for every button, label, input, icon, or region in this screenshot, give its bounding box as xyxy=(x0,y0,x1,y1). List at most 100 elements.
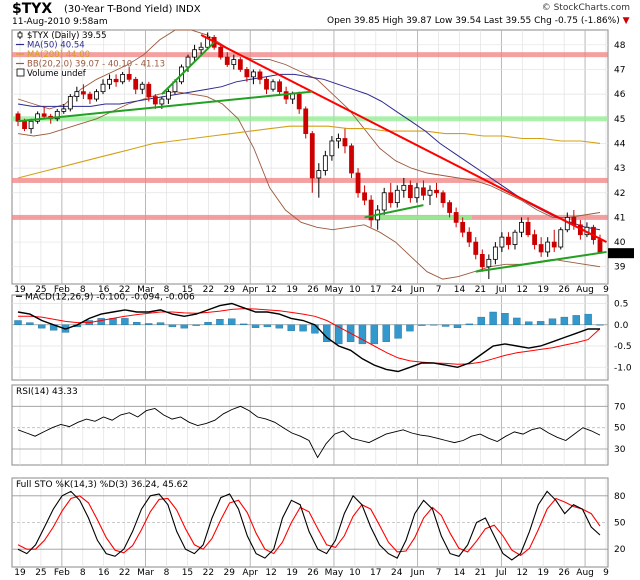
ma50-legend: MA(50) 40.54 xyxy=(27,41,85,51)
candle-body xyxy=(94,91,99,100)
candle-body xyxy=(512,231,518,245)
panel-frame-macd xyxy=(11,294,609,381)
candle-body xyxy=(290,93,296,100)
ticker-symbol: $TYX xyxy=(12,1,53,17)
price-legend-swatch-body xyxy=(17,32,23,38)
macd-histogram-bar xyxy=(311,324,319,334)
macd-histogram-bar xyxy=(216,319,224,325)
x-tick-label: Aug xyxy=(576,285,594,295)
candle-body xyxy=(126,73,132,80)
macd-histogram-bar xyxy=(239,323,248,325)
candle-body xyxy=(506,236,511,245)
macd-histogram-bar xyxy=(334,324,343,345)
macd-histogram-bar xyxy=(465,323,474,325)
candle-body xyxy=(460,221,466,233)
quote-line: Open 39.85 High 39.87 Low 39.54 Last 39.… xyxy=(327,16,630,26)
candle-body xyxy=(388,192,394,204)
x-tick-label: Jun xyxy=(410,285,425,295)
x-tick-label: 26 xyxy=(307,285,319,295)
candle-body xyxy=(146,83,152,97)
y-tick-label: 46 xyxy=(614,90,626,100)
x-tick-label: 9 xyxy=(603,568,609,578)
macd-histogram-bar xyxy=(358,324,367,345)
x-tick-label: 16 xyxy=(98,285,110,295)
candle-body xyxy=(336,138,341,142)
candle-body xyxy=(61,108,67,112)
volume-legend: Volume undef xyxy=(27,69,87,79)
macd-histogram-bar xyxy=(536,321,545,325)
x-tick-label: 8 xyxy=(164,285,170,295)
macd-legend: MACD(12,26,9) -0.100, -0.094, -0.006 xyxy=(25,293,195,303)
x-tick-label: Feb xyxy=(54,568,70,578)
macd-histogram-bar xyxy=(501,313,509,325)
candle-body xyxy=(251,71,256,78)
candle-body xyxy=(100,83,106,93)
macd-signal-line xyxy=(18,308,601,365)
candle-body xyxy=(133,78,139,90)
x-tick-label: 19 xyxy=(286,285,298,295)
candle-body xyxy=(473,241,479,255)
candle-body xyxy=(342,138,348,147)
candle-body xyxy=(525,221,531,236)
trendline-green xyxy=(364,204,424,219)
candle-body xyxy=(322,155,328,171)
candle-body xyxy=(453,212,459,223)
x-tick-label: 10 xyxy=(349,568,361,578)
macd-histogram-bar xyxy=(453,324,462,328)
x-tick-label: Jul xyxy=(495,285,507,295)
chart-header: $TYX (30-Year T-Bond Yield) INDX 11-Aug-… xyxy=(0,0,640,30)
candle-body xyxy=(532,234,538,245)
candle-body xyxy=(316,170,322,179)
x-tick-label: 14 xyxy=(454,285,466,295)
candle-body xyxy=(218,46,224,58)
macd-histogram-bar xyxy=(168,324,177,328)
sto-k-line xyxy=(17,490,601,561)
candle-body xyxy=(303,108,309,134)
macd-histogram-bar xyxy=(441,324,450,327)
x-tick-label: May xyxy=(325,568,344,578)
macd-histogram-bar xyxy=(370,324,379,345)
x-tick-label: 9 xyxy=(603,285,609,295)
x-tick-label: Feb xyxy=(54,285,70,295)
x-tick-label: 21 xyxy=(475,568,486,578)
macd-histogram-bar xyxy=(121,318,129,325)
candle-body xyxy=(231,59,237,65)
x-tick-label: 22 xyxy=(203,568,214,578)
x-tick-label: May xyxy=(325,285,344,295)
macd-histogram-bar xyxy=(548,318,557,325)
candle-body xyxy=(264,78,269,90)
macd-histogram-bar xyxy=(14,320,22,325)
trendline-green xyxy=(475,250,607,273)
candle-body xyxy=(349,145,354,174)
x-tick-label: 8 xyxy=(80,568,86,578)
x-tick-label: 12 xyxy=(517,568,528,578)
x-tick-label: 17 xyxy=(370,568,381,578)
x-tick-label: 12 xyxy=(265,568,276,578)
x-tick-label: 15 xyxy=(182,568,193,578)
support-band xyxy=(372,215,472,220)
trendline-red xyxy=(200,34,607,243)
rsi-legend: RSI(14) 43.33 xyxy=(16,387,78,397)
macd-histogram-bar xyxy=(133,322,141,325)
macd-histogram-bar xyxy=(251,324,260,328)
candle-body xyxy=(499,236,505,248)
y-tick-label: 45 xyxy=(614,115,625,125)
sto-y-tick-label: 50 xyxy=(614,519,626,529)
bb-upper-line xyxy=(17,29,601,218)
y-tick-label: 41 xyxy=(614,213,625,223)
x-tick-label: 26 xyxy=(307,568,319,578)
macd-histogram-bar xyxy=(382,324,390,342)
change-down-arrow-icon: ▼ xyxy=(622,16,630,26)
candle-body xyxy=(421,187,426,196)
rsi-y-tick-label: 30 xyxy=(614,445,626,455)
macd-histogram-bar xyxy=(299,324,307,332)
candle-body xyxy=(381,192,387,211)
rsi-line xyxy=(17,405,601,459)
chart-date: 11-Aug-2010 9:58am xyxy=(12,17,108,27)
price-legend: $TYX (Daily) 39.55 xyxy=(27,31,107,41)
ma200-line xyxy=(17,125,601,179)
macd-histogram-bar xyxy=(430,324,438,326)
x-tick-label: 26 xyxy=(558,285,570,295)
candle-body xyxy=(492,246,498,260)
candle-body xyxy=(394,189,400,204)
